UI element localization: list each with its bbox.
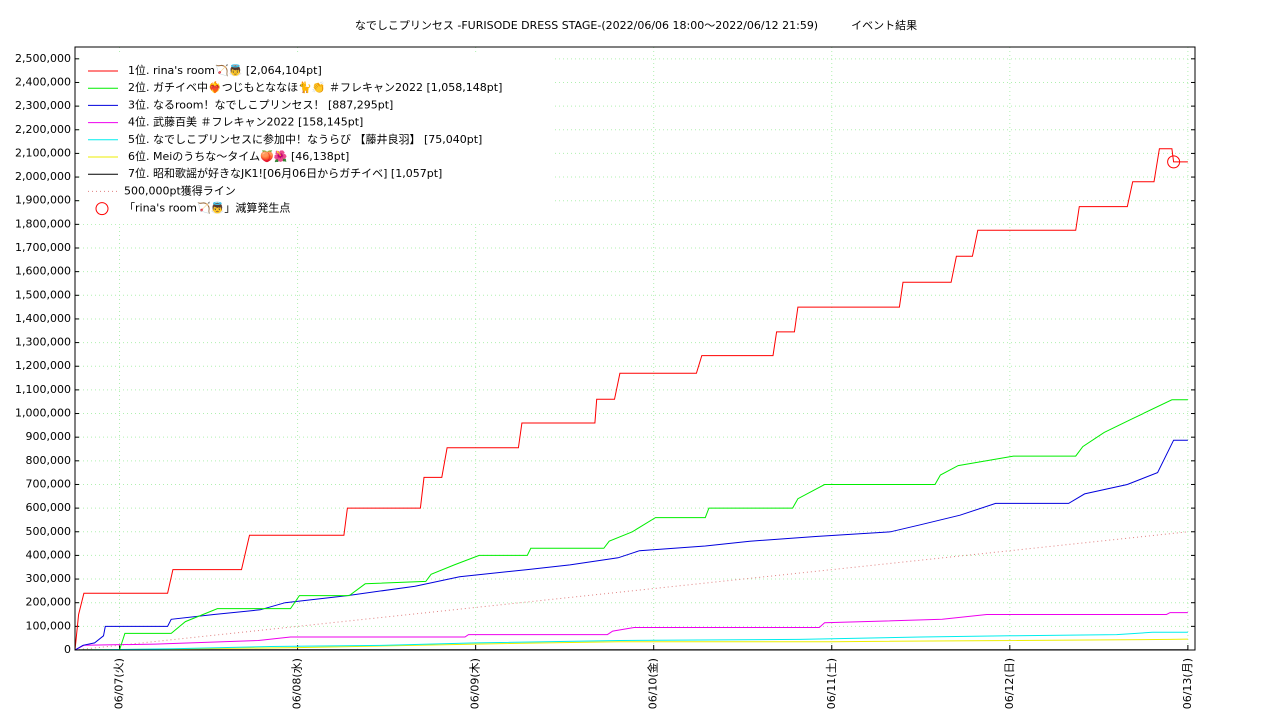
legend-label: 4位. 武藤百美 ＃フレキャン2022 [158,145pt] <box>128 115 363 129</box>
x-tick-label: 06/12(日) <box>1003 658 1016 709</box>
x-tick-label: 06/10(金) <box>646 658 660 709</box>
y-tick-label: 2,000,000 <box>15 170 71 183</box>
y-tick-label: 2,200,000 <box>15 123 71 136</box>
y-tick-label: 1,600,000 <box>15 265 71 278</box>
y-tick-label: 800,000 <box>26 454 72 467</box>
legend-label: 7位. 昭和歌謡が好きなJK1![06月06日からガチイベ] [1,057pt] <box>128 166 442 180</box>
chart-title: なでしこプリンセス -FURISODE DRESS STAGE-(2022/06… <box>355 18 917 32</box>
y-tick-label: 900,000 <box>26 430 72 443</box>
y-tick-label: 100,000 <box>26 619 72 632</box>
y-tick-label: 200,000 <box>26 596 72 609</box>
y-tick-label: 1,200,000 <box>15 359 71 372</box>
y-tick-label: 1,700,000 <box>15 241 71 254</box>
y-tick-label: 0 <box>64 643 71 656</box>
y-tick-label: 700,000 <box>26 477 72 490</box>
x-tick-label: 06/11(土) <box>825 658 838 709</box>
legend-label: 2位. ガチイベ中❤️‍🔥つじもとななほ🐈👏 ＃フレキャン2022 [1,058… <box>128 80 502 94</box>
y-tick-label: 1,300,000 <box>15 336 71 349</box>
y-tick-label: 400,000 <box>26 548 72 561</box>
y-tick-label: 1,100,000 <box>15 383 71 396</box>
y-tick-label: 2,500,000 <box>15 52 71 65</box>
legend-label: 500,000pt獲得ライン <box>124 184 236 197</box>
y-tick-label: 1,800,000 <box>15 217 71 230</box>
y-tick-label: 1,500,000 <box>15 288 71 301</box>
y-tick-label: 2,100,000 <box>15 146 71 159</box>
y-tick-label: 2,300,000 <box>15 99 71 112</box>
y-tick-label: 500,000 <box>26 525 72 538</box>
legend-label: 5位. なでしこプリンセスに参加中！なうらび 【藤井良羽】 [75,040pt] <box>128 132 482 146</box>
legend-label: 「rina's room🏹👼」減算発生点 <box>124 201 290 215</box>
x-tick-label: 06/09(木) <box>469 658 482 709</box>
y-tick-label: 600,000 <box>26 501 72 514</box>
y-tick-label: 300,000 <box>26 572 72 585</box>
y-tick-label: 2,400,000 <box>15 75 71 88</box>
legend-label: 6位. Meiのうちな〜タイム🍑🌺 [46,138pt] <box>128 149 349 163</box>
x-tick-label: 06/07(火) <box>113 658 126 709</box>
x-tick-label: 06/13(月) <box>1181 658 1194 709</box>
legend-label: 3位. なるroom！なでしこプリンセス！ [887,295pt] <box>128 97 393 111</box>
x-tick-label: 06/08(水) <box>291 658 304 709</box>
y-tick-label: 1,400,000 <box>15 312 71 325</box>
y-tick-label: 1,900,000 <box>15 194 71 207</box>
y-tick-label: 1,000,000 <box>15 407 71 420</box>
legend-label: 1位. rina's room🏹👼 [2,064,104pt] <box>128 63 322 77</box>
